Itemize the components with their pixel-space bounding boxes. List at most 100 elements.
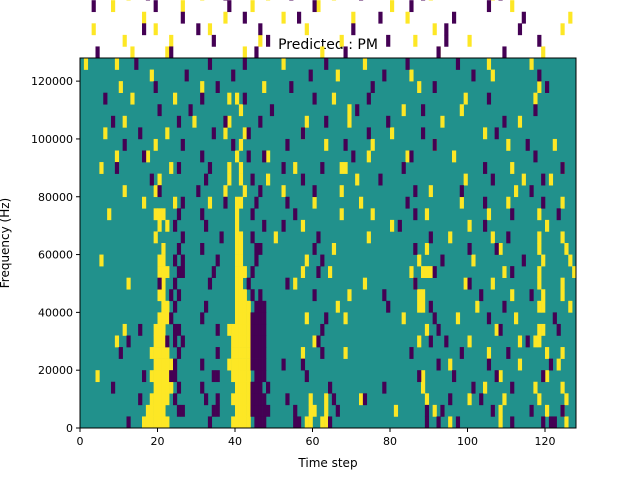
heatmap-cell-low (250, 289, 255, 302)
heatmap-cell-high (246, 323, 251, 336)
heatmap-cell-low (254, 381, 259, 394)
heatmap-cell-high (235, 92, 240, 105)
heatmap-cell-low (459, 347, 464, 359)
heatmap-cell-high (242, 347, 247, 359)
heatmap-cell-high (242, 300, 247, 313)
heatmap-cell-low (548, 358, 554, 371)
heatmap-cell-low (483, 196, 488, 209)
heatmap-cell-low (397, 219, 402, 232)
heatmap-cell-high (514, 312, 519, 325)
heatmap-cell-high (235, 358, 240, 371)
heatmap-cell-high (149, 416, 154, 429)
heatmap-cell-high (347, 104, 352, 117)
heatmap-cell-low (281, 162, 286, 174)
heatmap-cell-low (300, 127, 306, 140)
heatmap-cell-high (161, 370, 166, 383)
heatmap-cell-low (382, 381, 387, 394)
heatmap-cell-high (537, 335, 542, 348)
y-tick-label: 100000 (31, 133, 73, 146)
heatmap-cell-high (308, 393, 313, 406)
heatmap-cell-high (552, 138, 557, 151)
heatmap-cell-low (250, 208, 255, 221)
heatmap-cell-high (459, 104, 464, 117)
heatmap-cell-low (467, 243, 472, 255)
heatmap-cell-high (510, 0, 515, 13)
heatmap-cell-high (227, 92, 232, 105)
heatmap-cell-high (227, 358, 232, 371)
x-tick-label: 60 (306, 435, 320, 448)
heatmap-cell-high (568, 300, 573, 313)
heatmap-cell-high (161, 266, 166, 278)
heatmap-cell-high (541, 289, 546, 302)
heatmap-cell-high (122, 185, 127, 198)
x-tick-label: 100 (457, 435, 478, 448)
heatmap-cell-high (370, 138, 375, 151)
heatmap-cell-high (537, 300, 542, 313)
heatmap-cell-low (258, 347, 263, 359)
heatmap-cell-low (300, 358, 306, 371)
heatmap-cell-high (235, 196, 240, 209)
heatmap-cell-high (246, 347, 251, 359)
heatmap-cell-high (165, 370, 170, 383)
heatmap-cell-low (545, 81, 550, 93)
heatmap-cell-low (428, 231, 433, 244)
heatmap-cell-high (231, 393, 236, 406)
heatmap-cell-high (242, 370, 247, 383)
heatmap-cell-low (157, 185, 162, 198)
heatmap-cell-high (161, 323, 166, 336)
heatmap-cell-low (316, 266, 321, 278)
heatmap-cell-high (517, 115, 523, 128)
heatmap-cell-low (320, 254, 325, 267)
heatmap-cell-low (254, 323, 259, 336)
heatmap-cell-high (114, 150, 120, 163)
heatmap-cell-high (242, 404, 247, 417)
heatmap-cell-low (312, 0, 317, 13)
heatmap-cell-low (250, 404, 255, 417)
heatmap-cell-high (235, 208, 240, 221)
y-axis-label: Frequency (Hz) (0, 198, 12, 289)
heatmap-cell-low (204, 300, 209, 313)
heatmap-cell-low (126, 335, 131, 348)
heatmap-cell-high (238, 277, 244, 290)
heatmap-cell-high (122, 115, 127, 128)
heatmap-cell-high (235, 266, 240, 278)
heatmap-cell-high (467, 219, 472, 232)
heatmap-cell-high (157, 358, 162, 371)
heatmap-cell-low (328, 381, 333, 394)
heatmap-cell-high (467, 335, 472, 348)
heatmap-cell-high (231, 416, 236, 429)
heatmap-cell-low (254, 416, 259, 429)
heatmap-cell-low (413, 277, 418, 290)
heatmap-cell-low (560, 162, 565, 174)
heatmap-cell-high (486, 58, 492, 70)
heatmap-cell-high (145, 416, 151, 429)
heatmap-cell-high (142, 196, 147, 209)
heatmap-cell-low (386, 34, 391, 47)
heatmap-cell-low (548, 416, 554, 429)
heatmap-cell-high (556, 358, 561, 371)
heatmap-cell-low (486, 358, 492, 371)
heatmap-cell-low (215, 323, 220, 336)
heatmap-cell-low (200, 243, 205, 255)
heatmap-cell-high (424, 208, 430, 221)
heatmap-cell-low (196, 23, 201, 36)
heatmap-cell-high (537, 231, 542, 244)
heatmap-cell-high (537, 81, 542, 93)
heatmap-cell-high (537, 266, 542, 278)
heatmap-cell-low (254, 404, 259, 417)
heatmap-cell-low (254, 300, 259, 313)
heatmap-cell-low (250, 335, 255, 348)
heatmap-cell-low (378, 173, 383, 186)
heatmap-cell-high (223, 11, 228, 24)
heatmap-cell-high (161, 358, 166, 371)
heatmap-cell-high (343, 312, 348, 325)
heatmap-cell-high (300, 266, 306, 278)
heatmap-cell-low (537, 34, 542, 47)
heatmap-cell-low (250, 323, 255, 336)
heatmap-cell-high (235, 323, 240, 336)
heatmap-cell-high (486, 208, 492, 221)
heatmap-cell-high (149, 393, 154, 406)
heatmap-cell-high (157, 416, 162, 429)
heatmap-cell-high (153, 416, 158, 429)
heatmap-cell-low (258, 404, 263, 417)
